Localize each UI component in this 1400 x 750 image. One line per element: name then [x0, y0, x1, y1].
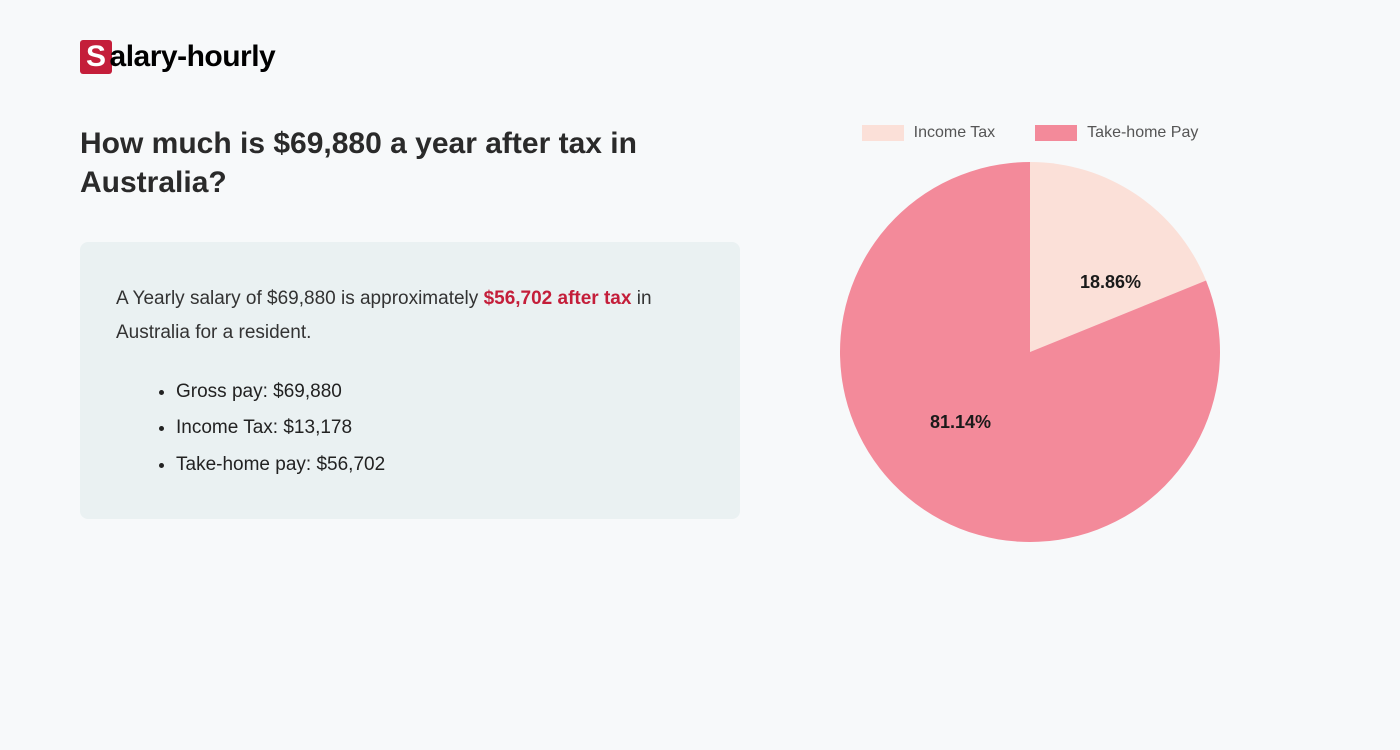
- site-logo: Salary-hourly: [80, 40, 1320, 74]
- pie-svg: [840, 162, 1220, 542]
- bullet-item: Take-home pay: $56,702: [176, 447, 704, 483]
- bullet-item: Gross pay: $69,880: [176, 374, 704, 410]
- summary-prefix: A Yearly salary of $69,880 is approximat…: [116, 288, 484, 309]
- bullet-item: Income Tax: $13,178: [176, 410, 704, 446]
- pie-chart: 18.86% 81.14%: [840, 162, 1220, 542]
- content-row: How much is $69,880 a year after tax in …: [80, 124, 1320, 542]
- legend-item-take-home: Take-home Pay: [1035, 124, 1198, 142]
- left-column: How much is $69,880 a year after tax in …: [80, 124, 740, 542]
- legend-swatch: [862, 125, 904, 141]
- chart-column: Income Tax Take-home Pay 18.86% 81.14%: [820, 124, 1240, 542]
- logo-badge: S: [80, 40, 112, 74]
- legend-item-income-tax: Income Tax: [862, 124, 996, 142]
- slice-label-income-tax: 18.86%: [1080, 272, 1141, 293]
- bullet-list: Gross pay: $69,880 Income Tax: $13,178 T…: [116, 374, 704, 482]
- chart-legend: Income Tax Take-home Pay: [862, 124, 1199, 142]
- slice-label-take-home: 81.14%: [930, 412, 991, 433]
- summary-sentence: A Yearly salary of $69,880 is approximat…: [116, 282, 704, 350]
- summary-box: A Yearly salary of $69,880 is approximat…: [80, 242, 740, 519]
- logo-text: alary-hourly: [110, 40, 276, 73]
- legend-label: Take-home Pay: [1087, 124, 1198, 142]
- legend-swatch: [1035, 125, 1077, 141]
- summary-highlight: $56,702 after tax: [484, 288, 632, 309]
- page-heading: How much is $69,880 a year after tax in …: [80, 124, 740, 202]
- legend-label: Income Tax: [914, 124, 996, 142]
